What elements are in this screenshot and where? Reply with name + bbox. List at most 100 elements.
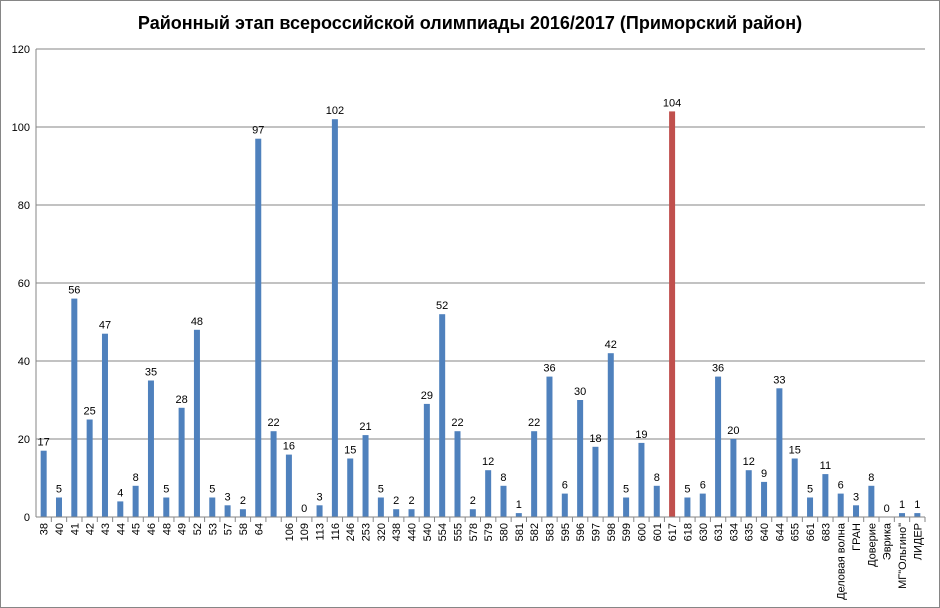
x-tick-label: 109 <box>299 523 311 541</box>
value-label: 3 <box>225 491 231 503</box>
value-label: 5 <box>807 484 813 496</box>
x-tick-label: 618 <box>682 523 694 541</box>
y-tick-label: 40 <box>18 356 30 368</box>
x-tick-label: 48 <box>161 523 173 535</box>
value-label: 8 <box>500 472 506 484</box>
value-label: 6 <box>838 480 844 492</box>
bar <box>669 111 676 518</box>
bar <box>270 431 277 517</box>
x-tick-label: 49 <box>177 523 189 535</box>
bar <box>531 431 538 517</box>
bar <box>393 509 400 517</box>
x-tick-label: 438 <box>391 523 403 541</box>
value-label: 16 <box>283 441 295 453</box>
bar <box>178 407 185 517</box>
x-tick-label: 555 <box>453 523 465 541</box>
value-label: 28 <box>175 394 187 406</box>
x-tick-label: 600 <box>636 523 648 541</box>
x-tick-label: 45 <box>131 523 143 535</box>
bar <box>684 497 691 517</box>
x-tick-label: 540 <box>422 523 434 541</box>
bar <box>914 513 921 517</box>
bar <box>653 485 660 517</box>
x-tick-label: 578 <box>468 523 480 541</box>
x-tick-label: 554 <box>437 523 449 541</box>
x-tick-label: 52 <box>192 523 204 535</box>
value-label: 6 <box>562 480 568 492</box>
bar <box>285 454 292 517</box>
bar <box>255 138 262 517</box>
x-tick-label: 580 <box>498 523 510 541</box>
value-label: 11 <box>820 460 831 472</box>
value-label: 6 <box>700 480 706 492</box>
value-label: 29 <box>421 390 433 402</box>
y-tick-label: 80 <box>18 200 30 212</box>
bar <box>807 497 814 517</box>
bar <box>761 481 768 517</box>
bar <box>638 442 645 517</box>
chart-title: Районный этап всероссийской олимпиады 20… <box>138 13 802 33</box>
x-tick-label: 635 <box>744 523 756 541</box>
x-tick-label: МГ"Ольгино" <box>897 523 909 589</box>
bar <box>71 298 78 517</box>
x-tick-label: 630 <box>698 523 710 541</box>
value-label: 21 <box>359 421 371 433</box>
x-tick-label: 683 <box>820 523 832 541</box>
x-tick-label: ГРАН <box>851 523 863 551</box>
value-label: 48 <box>191 316 203 328</box>
x-tick-label: 581 <box>514 523 526 541</box>
x-tick-label: 41 <box>69 523 81 535</box>
bar <box>362 435 369 517</box>
bar <box>147 380 154 517</box>
x-tick-label: Деловая волна <box>836 522 848 600</box>
x-tick-label: 655 <box>790 523 802 541</box>
value-label: 1 <box>914 499 920 511</box>
x-tick-label: ЛИДЕР <box>912 523 924 560</box>
y-tick-label: 100 <box>12 122 30 134</box>
bar <box>454 431 461 517</box>
value-label: 8 <box>868 472 874 484</box>
x-tick-label: Эврика <box>882 522 894 560</box>
bar <box>577 400 584 517</box>
bar <box>377 497 384 517</box>
bar <box>561 493 568 517</box>
bar <box>316 505 323 517</box>
x-tick-label: 596 <box>575 523 587 541</box>
value-label: 17 <box>38 437 50 449</box>
value-label: 30 <box>574 386 586 398</box>
x-tick-label: 617 <box>667 523 679 541</box>
x-tick-label: 634 <box>728 523 740 541</box>
bar <box>623 497 630 517</box>
x-tick-label: 38 <box>39 523 51 535</box>
bar <box>439 314 446 517</box>
value-label: 3 <box>316 491 322 503</box>
x-tick-label: 44 <box>115 523 127 535</box>
bar <box>699 493 706 517</box>
bar <box>86 419 93 517</box>
bar <box>193 329 200 517</box>
bar <box>776 388 783 517</box>
value-label: 52 <box>436 300 448 312</box>
x-tick-label: 599 <box>621 523 633 541</box>
value-label: 97 <box>252 125 264 137</box>
bar <box>331 119 338 517</box>
x-tick-label: 53 <box>207 523 219 535</box>
x-tick-label: 440 <box>407 523 419 541</box>
value-label: 1 <box>516 499 522 511</box>
bar <box>822 474 829 517</box>
x-tick-label: 58 <box>238 523 250 535</box>
bar <box>239 509 246 517</box>
bar <box>899 513 906 517</box>
x-tick-label: Доверие <box>866 523 878 567</box>
bar <box>469 509 476 517</box>
value-label: 56 <box>68 285 80 297</box>
x-tick-label: 579 <box>483 523 495 541</box>
value-label: 102 <box>326 105 344 117</box>
value-label: 2 <box>408 495 414 507</box>
bar <box>853 505 860 517</box>
y-tick-label: 0 <box>24 512 30 524</box>
y-tick-label: 20 <box>18 434 30 446</box>
value-label: 5 <box>163 484 169 496</box>
